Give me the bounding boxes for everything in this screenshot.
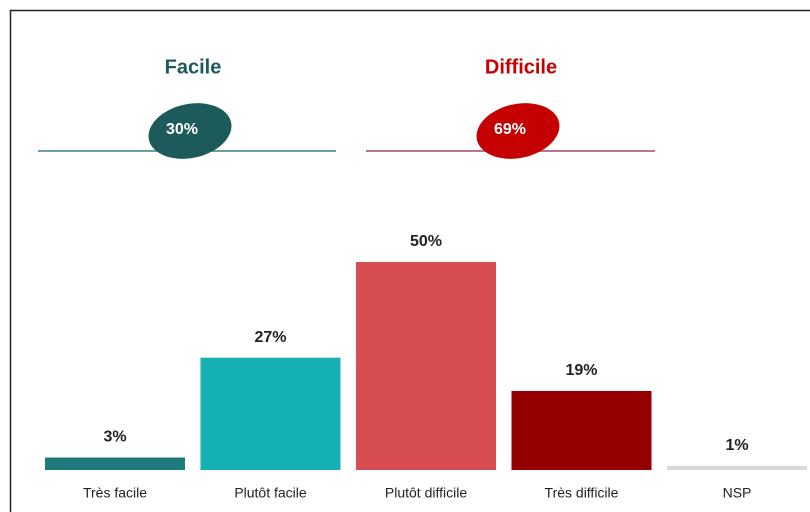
value-label: 1% (725, 437, 748, 454)
group-value: 69% (494, 121, 526, 138)
category-label: Très facile (83, 485, 147, 501)
group-title: Facile (165, 56, 222, 78)
value-label: 50% (410, 233, 442, 250)
category-label: NSP (723, 485, 752, 501)
category-label: Très difficile (545, 485, 619, 501)
frame (9, 9, 810, 512)
group-value: 30% (166, 121, 198, 138)
bar (200, 357, 341, 470)
bar (667, 465, 807, 470)
category-label: Plutôt difficile (385, 485, 467, 501)
group-title: Difficile (485, 56, 557, 78)
value-label: 27% (254, 329, 286, 346)
bar (356, 262, 496, 470)
value-label: 19% (565, 362, 597, 379)
value-label: 3% (103, 429, 126, 446)
group-badge (476, 103, 560, 159)
group-badge (148, 103, 232, 159)
bar (511, 390, 652, 470)
bar (45, 457, 185, 470)
category-label: Plutôt facile (234, 485, 307, 501)
